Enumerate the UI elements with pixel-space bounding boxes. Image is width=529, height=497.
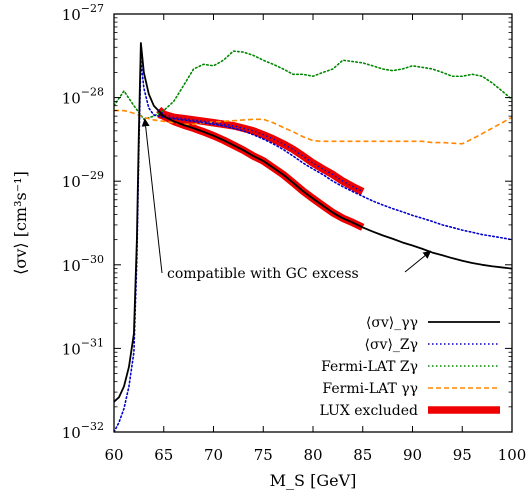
y-tick-label: 10−29 [62, 169, 104, 191]
series-line-0 [114, 42, 512, 403]
x-tick-label: 65 [154, 446, 173, 464]
lux-overlay-line-1 [158, 109, 364, 193]
y-tick-label: 10−32 [62, 420, 104, 442]
x-axis-label: M_S [GeV] [270, 471, 357, 490]
x-tick-label: 60 [104, 446, 123, 464]
x-tick-label: 100 [498, 446, 527, 464]
annotation-arrow [404, 250, 432, 273]
annotation-background [163, 262, 405, 284]
x-tick-label: 80 [303, 446, 322, 464]
legend-label: Fermi-LAT γγ [322, 381, 418, 397]
legend: ⟨σv⟩_γγ ⟨σv⟩_Zγ Fermi-LAT Zγ Fermi-LAT γγ LU… [320, 315, 500, 419]
annotation-arrow [141, 118, 163, 274]
legend-label: ⟨σv⟩_Zγ [365, 337, 418, 353]
x-tick-label: 75 [254, 446, 273, 464]
legend-label: ⟨σv⟩_γγ [366, 315, 418, 331]
y-tick-label: 10−27 [62, 2, 104, 24]
x-tick-label: 85 [353, 446, 372, 464]
legend-label: Fermi-LAT Zγ [321, 359, 418, 375]
x-tick-label: 70 [204, 446, 223, 464]
annotation-text: compatible with GC excess [167, 266, 359, 282]
series-line-2 [114, 50, 512, 121]
series-line-4-1 [156, 106, 365, 195]
y-tick-label: 10−28 [62, 86, 104, 108]
x-tick-label: 90 [403, 446, 422, 464]
x-tick-label: 95 [453, 446, 472, 464]
series-line-1 [114, 59, 512, 432]
y-tick-label: 10−30 [62, 253, 104, 275]
legend-label: LUX excluded [320, 403, 419, 419]
y-axis-label: ⟨σv⟩ [cm³s⁻¹] [11, 171, 30, 275]
y-tick-label: 10−31 [62, 336, 104, 358]
lux-overlay-line-0 [158, 113, 364, 229]
